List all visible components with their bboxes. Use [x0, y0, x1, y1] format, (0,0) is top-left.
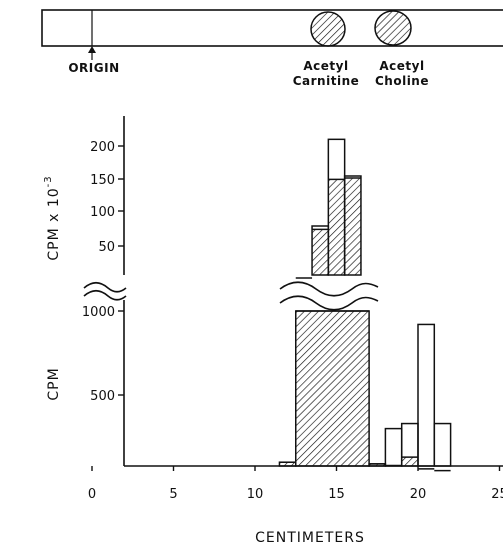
y-axis-break-bottom	[83, 289, 127, 301]
x-tick-label-10: 10	[247, 487, 264, 502]
acetyl-carnitine-spot	[310, 11, 346, 47]
upper-hatched-bar-1	[312, 229, 329, 275]
lower-y-tick-label-1000: 1000	[82, 305, 115, 320]
origin-arrowhead	[88, 46, 96, 53]
upper-panel-marks	[295, 138, 362, 279]
upper-hatched-bar-2	[328, 179, 345, 275]
axes	[83, 116, 503, 467]
lower-open-bar-6	[433, 422, 452, 467]
upper-y-tick-label-150: 150	[90, 173, 115, 188]
data-break	[279, 281, 379, 311]
strip-outline	[41, 9, 503, 47]
data-break-top	[279, 281, 379, 297]
spot-label-carnitine-line1: Acetyl	[303, 59, 348, 73]
upper-y-tick-label-200: 200	[90, 140, 115, 155]
spot-label-choline-line2: Choline	[375, 74, 429, 88]
acetyl-choline-spot	[374, 10, 412, 46]
tick-layer: 50 100 150 200 500 1000 0 5 10 15 20 25	[82, 140, 503, 502]
lower-hatched-bar-4	[401, 457, 418, 466]
origin-label: ORIGIN	[68, 61, 119, 75]
upper-open-bar-3	[343, 175, 362, 276]
upper-hatched-bar-3	[344, 178, 361, 275]
lower-panel-marks	[278, 310, 452, 472]
lower-open-bar-5	[417, 323, 436, 467]
upper-y-axis-title-exponent: -3	[43, 175, 54, 187]
lower-y-axis-title: CPM	[46, 367, 62, 400]
spot-label-choline-line1: Acetyl	[379, 59, 424, 73]
lower-hatched-bar-2	[369, 463, 386, 466]
upper-y-tick-label-100: 100	[90, 205, 115, 220]
lower-hatched-bar-1	[295, 311, 370, 466]
lower-open-bar-3	[384, 427, 403, 467]
chromatogram-strip: ORIGIN Acetyl Carnitine Acetyl Choline	[41, 9, 503, 88]
y-axis-break-top	[83, 281, 127, 293]
x-tick-label-0: 0	[88, 487, 96, 502]
upper-y-tick-label-50: 50	[98, 240, 115, 255]
upper-y-axis-title: CPM x 10-3	[43, 175, 62, 260]
x-tick-label-15: 15	[328, 487, 345, 502]
lower-y-tick-label-500: 500	[90, 389, 115, 404]
x-axis-title: CENTIMETERS	[255, 530, 365, 546]
upper-y-axis-title-base: CPM x 10	[46, 187, 62, 260]
x-tick-label-20: 20	[410, 487, 427, 502]
spot-label-carnitine-line2: Carnitine	[293, 74, 360, 88]
data-break-bottom	[279, 295, 379, 311]
x-tick-label-25: 25	[491, 487, 503, 502]
lower-hatched-bar-0	[279, 462, 296, 466]
x-tick-label-5: 5	[169, 487, 177, 502]
